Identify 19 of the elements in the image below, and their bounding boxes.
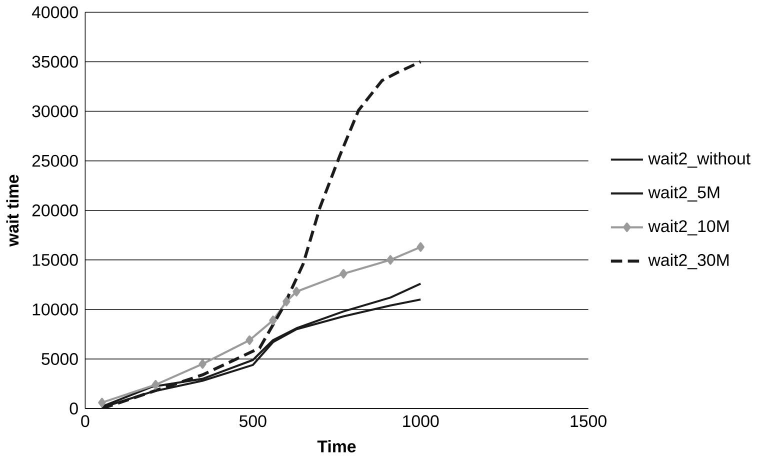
x-tick-label: 500 bbox=[239, 415, 266, 428]
legend-label: wait2_30M bbox=[648, 254, 729, 270]
y-tick-label: 20000 bbox=[32, 204, 78, 217]
y-tick-label: 15000 bbox=[32, 254, 78, 266]
legend-label: wait2_10M bbox=[648, 220, 729, 236]
x-tick-label: 1500 bbox=[570, 415, 606, 428]
y-tick-label: 5000 bbox=[42, 353, 78, 366]
y-tick-label: 10000 bbox=[32, 304, 78, 316]
y-tick-label: 0 bbox=[70, 402, 78, 415]
y-tick-label: 35000 bbox=[32, 56, 78, 68]
x-tick-label: 1000 bbox=[403, 415, 439, 428]
legend-label: wait2_5M bbox=[648, 186, 720, 202]
x-tick-label: 0 bbox=[81, 415, 90, 428]
y-axis-title: wait time bbox=[6, 174, 19, 247]
y-tick-label: 25000 bbox=[32, 155, 78, 167]
legend-label: wait2_without bbox=[648, 152, 750, 168]
y-tick-label: 30000 bbox=[32, 105, 78, 118]
x-axis-title: Time bbox=[317, 440, 356, 453]
y-tick-label: 40000 bbox=[32, 6, 78, 18]
